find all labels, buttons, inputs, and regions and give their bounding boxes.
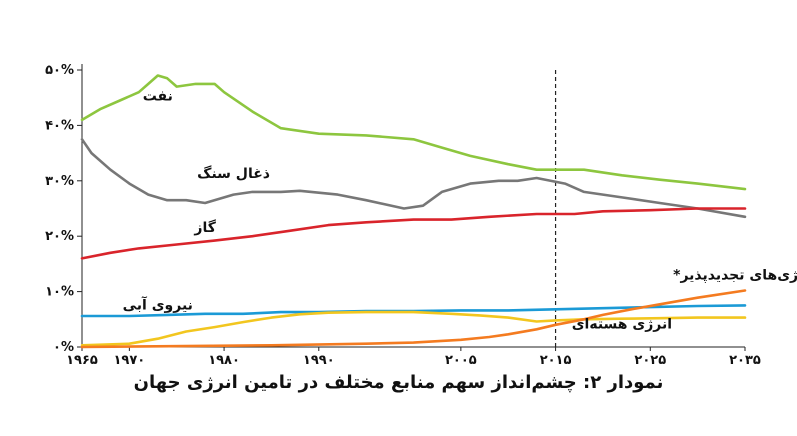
x-tick-label: ۲۰۲۵ xyxy=(634,353,666,368)
series-label: گاز xyxy=(193,219,216,236)
x-tick-label: ۲۰۳۵ xyxy=(729,353,761,368)
x-tick-label: ۱۹۸۰ xyxy=(208,353,240,368)
series-line xyxy=(80,138,747,219)
energy-share-chart: ۰% ۱۰% ۲۰% ۳۰% ۴۰% ۵۰% ۱۹۶۵ ۱۹۷۰ ۱۹۸۰ ۱۹۹۰ ۲۰۰۵ ۲۰… xyxy=(45,63,797,368)
x-tick-label: ۱۹۶۵ xyxy=(66,353,98,368)
series-line xyxy=(80,207,747,260)
x-tick-label: ۲۰۱۵ xyxy=(540,353,572,368)
chart-caption: نمودار ۲: چشم‌انداز سهم منابع مختلف در ت… xyxy=(133,372,664,393)
series-label: نفت xyxy=(143,88,173,104)
y-tick-label: ۴۰% xyxy=(45,118,74,133)
series-label: نیروی آبی xyxy=(123,295,193,313)
series-lines xyxy=(80,74,747,349)
series-labels: نفت ذغال سنگ گاز نیروی آبی انرژی هسته‌ای انرژ… xyxy=(123,88,797,332)
y-tick-label: ۳۰% xyxy=(45,174,74,189)
y-tick-label: ۰% xyxy=(53,340,74,355)
x-tick-label: ۱۹۹۰ xyxy=(303,353,335,368)
x-ticks: ۱۹۶۵ ۱۹۷۰ ۱۹۸۰ ۱۹۹۰ ۲۰۰۵ ۲۰۱۵ ۲۰۲۵ ۲۰۳۵ xyxy=(66,347,761,368)
y-tick-label: ۵۰% xyxy=(45,63,74,78)
series-line xyxy=(80,310,747,347)
series-line xyxy=(80,74,747,191)
y-tick-label: ۱۰% xyxy=(45,285,74,300)
x-tick-label: ۲۰۰۵ xyxy=(445,353,477,368)
x-tick-label: ۱۹۷۰ xyxy=(113,353,145,368)
series-line xyxy=(80,289,747,349)
series-label: ذغال سنگ xyxy=(197,165,270,182)
y-ticks: ۰% ۱۰% ۲۰% ۳۰% ۴۰% ۵۰% xyxy=(45,63,82,355)
y-tick-label: ۲۰% xyxy=(45,229,74,244)
series-label: انرژی‌های تجدیدپذیر* xyxy=(673,267,797,283)
series-label: انرژی هسته‌ای xyxy=(572,317,672,333)
